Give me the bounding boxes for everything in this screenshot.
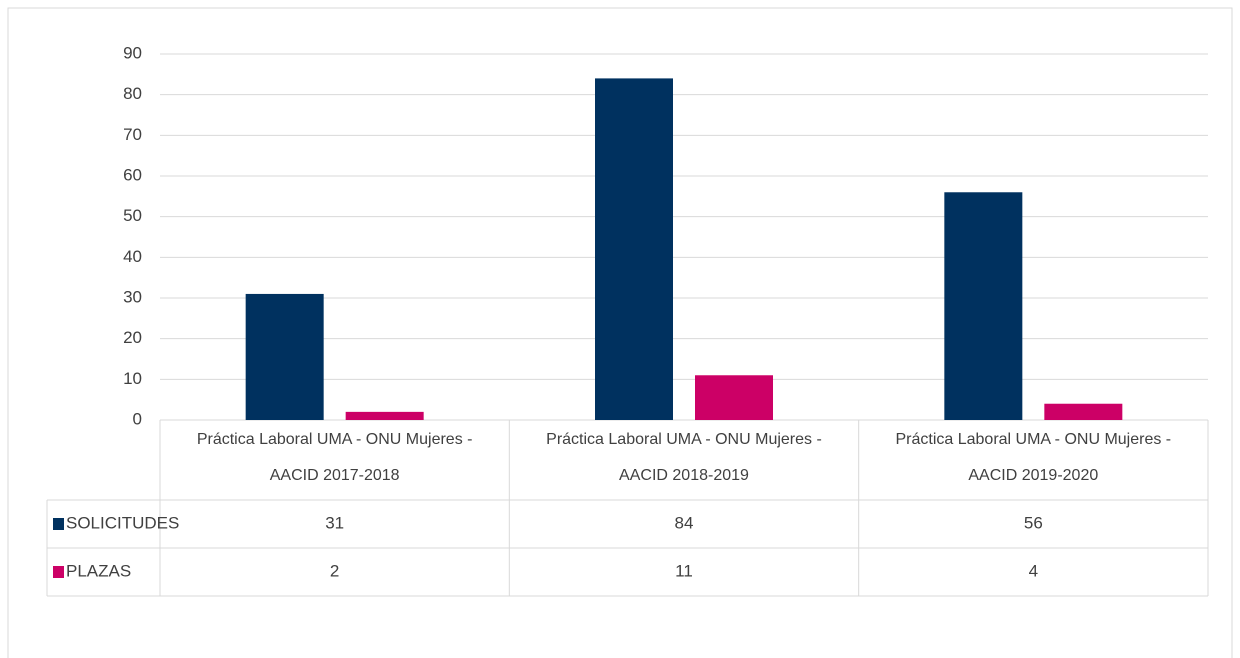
x-tick-label: Práctica Laboral UMA - ONU Mujeres - AAC… xyxy=(546,431,822,484)
y-tick-label: 70 xyxy=(123,125,142,144)
y-tick-label: 60 xyxy=(123,165,142,184)
x-tick-label: Práctica Laboral UMA - ONU Mujeres - AAC… xyxy=(895,431,1172,484)
y-tick-label: 50 xyxy=(123,206,142,225)
legend-key xyxy=(53,566,64,578)
table-value: 4 xyxy=(1029,561,1038,580)
bar xyxy=(1044,403,1123,420)
legend-key xyxy=(53,518,64,530)
table-value: 2 xyxy=(330,561,339,580)
y-tick-label: 20 xyxy=(123,328,142,347)
x-tick-label-box: Práctica Laboral UMA - ONU Mujeres - AAC… xyxy=(546,431,822,484)
x-tick-label-box: Práctica Laboral UMA - ONU Mujeres - AAC… xyxy=(895,431,1172,484)
bar xyxy=(695,375,773,420)
table-value: 11 xyxy=(675,561,693,580)
y-tick-label: 40 xyxy=(123,247,142,266)
y-tick-label: 90 xyxy=(123,43,142,62)
bar xyxy=(245,293,324,420)
y-tick-label: 10 xyxy=(123,369,142,388)
y-tick-label: 80 xyxy=(123,84,142,103)
y-tick-label: 30 xyxy=(123,287,142,306)
bar xyxy=(944,192,1023,420)
table-value: 84 xyxy=(675,513,694,532)
table-value: 31 xyxy=(325,513,344,532)
table-value: 56 xyxy=(1024,513,1043,532)
bar xyxy=(345,411,424,420)
legend-label: SOLICITUDES xyxy=(66,513,179,532)
y-tick-label: 0 xyxy=(133,409,142,428)
x-tick-label: Práctica Laboral UMA - ONU Mujeres - AAC… xyxy=(196,431,473,484)
x-tick-label-box: Práctica Laboral UMA - ONU Mujeres - AAC… xyxy=(196,431,473,484)
legend-label: PLAZAS xyxy=(66,561,131,580)
bar xyxy=(595,78,673,421)
